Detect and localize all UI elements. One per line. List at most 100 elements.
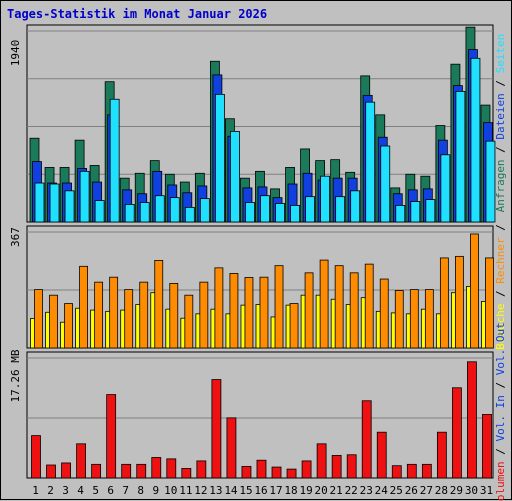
bar-seiten-7 — [124, 204, 135, 223]
bar-rechner-13 — [214, 267, 224, 349]
bar-seiten-23 — [365, 101, 376, 223]
bar-rechner-30 — [470, 233, 479, 349]
bar-rechner-10 — [169, 282, 179, 349]
x-tick-label-26: 26 — [405, 484, 418, 497]
bar-rechner-27 — [424, 289, 434, 349]
bar-seiten-1 — [34, 182, 45, 223]
bar-seiten-28 — [440, 154, 451, 223]
x-tick-label-10: 10 — [164, 484, 177, 497]
bar-seiten-9 — [154, 195, 165, 223]
x-tick-label-31: 31 — [480, 484, 493, 497]
bar-seiten-24 — [380, 145, 391, 223]
bar-rechner-18 — [289, 303, 299, 349]
bar-seiten-27 — [425, 199, 436, 223]
bar-rechner-4 — [79, 265, 88, 349]
x-tick-label-24: 24 — [375, 484, 389, 497]
x-tick-label-27: 27 — [420, 484, 433, 497]
bar-rechner-22 — [349, 272, 359, 349]
bar-volumen-19 — [301, 460, 312, 479]
bar-volumen-10 — [166, 458, 177, 479]
x-axis-labels: 1 2 3 4 5 6 7 8 9 10 11 12 13 14 15 16 17 18 19 20 21 22 23 24 2… — [32, 484, 493, 497]
x-tick-label-19: 19 — [299, 484, 312, 497]
bar-rechner-20 — [319, 259, 329, 349]
right-label-anfragen: Anfragen — [494, 159, 507, 212]
x-tick-label-1: 1 — [32, 484, 39, 497]
bar-rechner-19 — [304, 272, 314, 349]
bar-seiten-16 — [260, 195, 270, 223]
bar-seiten-22 — [350, 190, 361, 223]
bar-rechner-16 — [259, 276, 269, 349]
bar-seiten-25 — [395, 205, 406, 223]
bar-rechner-25 — [394, 290, 404, 349]
bar-rechner-12 — [199, 281, 209, 349]
bar-rechner-29 — [454, 255, 464, 349]
top-ymax-label: 1940 — [9, 40, 22, 67]
bar-volumen-5 — [91, 463, 102, 479]
bar-volumen-21 — [331, 455, 342, 479]
panel-bottom — [26, 351, 494, 479]
bar-volumen-28 — [436, 431, 447, 479]
right-label-vol-in: Vol. In — [494, 395, 507, 441]
chart-title: Tages-Statistik im Monat Januar 2026 — [7, 7, 267, 21]
right-label-volumen: Volumen — [494, 461, 507, 501]
bar-volumen-1 — [31, 435, 41, 479]
bar-volumen-2 — [46, 464, 56, 479]
bar-rechner-1 — [34, 289, 43, 349]
bar-volumen-12 — [196, 460, 207, 479]
bar-volumen-20 — [316, 443, 327, 479]
right-label-besuche: Besuche — [494, 304, 507, 350]
x-tick-label-16: 16 — [254, 484, 267, 497]
bar-volumen-22 — [346, 454, 357, 479]
bar-rechner-6 — [109, 276, 119, 349]
x-tick-label-6: 6 — [107, 484, 114, 497]
bar-rechner-14 — [229, 273, 239, 349]
bar-seiten-20 — [320, 175, 331, 223]
bar-rechner-28 — [439, 257, 449, 349]
bar-seiten-26 — [410, 201, 421, 223]
bar-seiten-14 — [230, 130, 240, 223]
middle-ymax-label: 367 — [9, 227, 22, 247]
bar-volumen-26 — [406, 463, 417, 479]
bar-rechner-24 — [379, 278, 389, 349]
x-tick-label-3: 3 — [62, 484, 69, 497]
right-label-rechner: Rechner — [494, 237, 507, 284]
bar-volumen-3 — [61, 462, 71, 479]
bar-volumen-6 — [106, 394, 117, 479]
bar-volumen-30 — [467, 361, 477, 479]
top-series-labels: Anfragen / Dateien / Seiten — [494, 34, 507, 213]
bar-seiten-15 — [245, 202, 255, 223]
x-tick-label-11: 11 — [179, 484, 192, 497]
bar-seiten-4 — [79, 170, 90, 223]
bar-seiten-31 — [485, 140, 496, 223]
bottom-ymax-label: 17.26 MB — [9, 349, 22, 402]
bar-seiten-5 — [94, 200, 105, 223]
x-tick-label-9: 9 — [152, 484, 159, 497]
bar-seiten-18 — [290, 205, 300, 223]
x-tick-label-12: 12 — [194, 484, 207, 497]
bar-rechner-23 — [364, 263, 374, 349]
bar-volumen-31 — [482, 414, 492, 479]
bar-volumen-29 — [451, 387, 462, 479]
bar-rechner-31 — [485, 257, 494, 349]
bar-layer — [29, 26, 496, 479]
bar-seiten-29 — [455, 91, 466, 223]
bar-seiten-8 — [139, 202, 150, 223]
bar-rechner-5 — [94, 281, 104, 349]
x-tick-label-17: 17 — [269, 484, 282, 497]
x-tick-label-8: 8 — [137, 484, 144, 497]
bar-seiten-10 — [169, 197, 180, 223]
bar-volumen-13 — [211, 379, 222, 479]
x-tick-label-4: 4 — [77, 484, 84, 497]
bar-volumen-24 — [376, 431, 387, 479]
bar-volumen-4 — [76, 443, 86, 479]
bar-seiten-17 — [275, 203, 285, 223]
x-tick-label-7: 7 — [122, 484, 129, 497]
bar-rechner-8 — [139, 281, 149, 349]
bar-seiten-19 — [305, 196, 315, 223]
bar-seiten-6 — [109, 98, 120, 223]
x-tick-label-13: 13 — [209, 484, 222, 497]
x-tick-label-2: 2 — [47, 484, 54, 497]
bar-rechner-26 — [409, 289, 419, 349]
